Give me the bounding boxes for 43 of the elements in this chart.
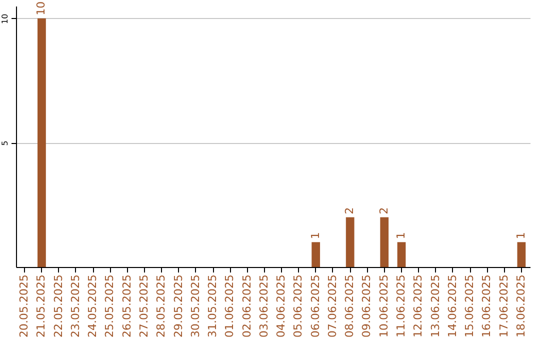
x-tick-label: 17.06.2025 <box>497 274 510 338</box>
x-tick-label: 12.06.2025 <box>412 274 425 338</box>
x-tick-label: 23.05.2025 <box>68 274 82 338</box>
x-tick-label: 16.06.2025 <box>480 274 494 338</box>
x-tick-label: 14.06.2025 <box>446 274 459 338</box>
data-label: 2 <box>377 207 390 214</box>
x-tick-label: 27.05.2025 <box>138 274 150 338</box>
data-label: 1 <box>514 232 528 240</box>
bar <box>517 242 526 267</box>
x-tick-label: 28.05.2025 <box>154 274 168 338</box>
x-tick-label: 30.05.2025 <box>188 274 202 338</box>
y-tick-label: 5 <box>0 140 10 146</box>
x-tick-label: 25.05.2025 <box>103 274 116 338</box>
x-tick-label: 07.06.2025 <box>326 274 339 338</box>
x-tick-label: 09.06.2025 <box>360 274 374 338</box>
bar <box>380 217 389 267</box>
x-tick-label: 24.05.2025 <box>86 274 100 338</box>
x-tick-label: 20.05.2025 <box>18 274 31 338</box>
x-tick-label: 26.05.2025 <box>120 274 134 338</box>
bar <box>38 18 46 267</box>
bar <box>312 242 320 267</box>
data-label: 2 <box>343 207 356 214</box>
x-tick-label: 04.06.2025 <box>274 274 288 338</box>
x-tick-label: 05.06.2025 <box>292 274 305 338</box>
x-tick-label: 06.06.2025 <box>308 274 322 338</box>
x-tick-label: 22.05.2025 <box>52 274 65 338</box>
x-tick-label: 08.06.2025 <box>343 274 356 338</box>
x-tick-label: 21.05.2025 <box>34 274 48 338</box>
x-tick-label: 31.05.2025 <box>206 274 220 338</box>
x-tick-label: 01.06.2025 <box>223 274 236 338</box>
data-label: 1 <box>394 232 408 240</box>
x-tick-label: 02.06.2025 <box>240 274 254 338</box>
bar <box>397 242 406 267</box>
x-tick-label: 18.06.2025 <box>514 274 528 338</box>
data-label: 10 <box>34 1 48 16</box>
x-tick-label: 10.06.2025 <box>377 274 390 338</box>
x-tick-label: 11.06.2025 <box>394 274 408 338</box>
x-tick-label: 13.06.2025 <box>428 274 442 338</box>
data-label: 1 <box>308 232 322 240</box>
bar <box>346 217 354 267</box>
x-tick-label: 15.06.2025 <box>463 274 476 338</box>
x-tick-label: 03.06.2025 <box>257 274 270 338</box>
x-tick-label: 29.05.2025 <box>172 274 185 338</box>
